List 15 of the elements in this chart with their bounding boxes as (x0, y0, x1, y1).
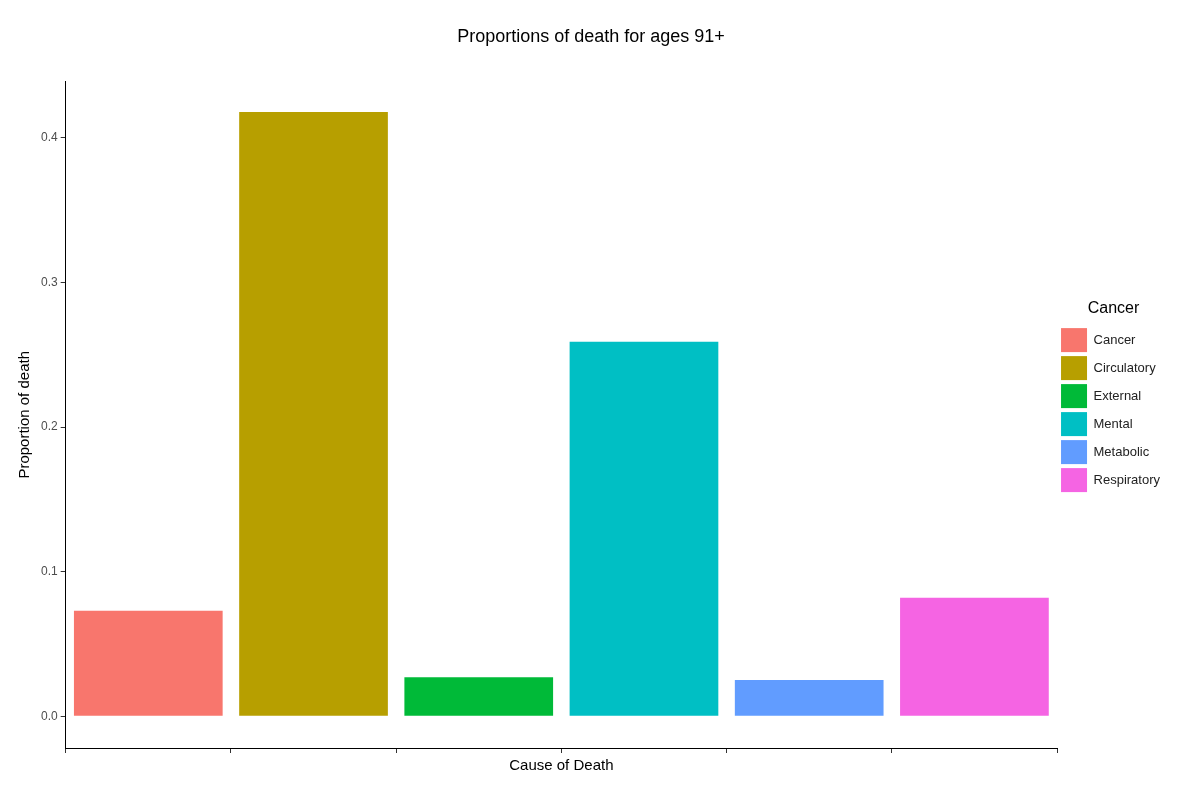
y-axis-title: Proportion of death (15, 351, 33, 479)
legend-label: Cancer (1093, 331, 1137, 347)
x-axis-title: Cause of Death (509, 756, 614, 774)
legend-label: Respiratory (1093, 471, 1161, 487)
y-tick-label: 0.2 (40, 419, 58, 434)
y-tick-label: 0.0 (40, 708, 58, 723)
legend-label: Mental (1093, 415, 1133, 431)
y-tick-label: 0.1 (40, 563, 58, 578)
chart-title: Proportions of death for ages 91+ (457, 25, 725, 46)
legend-label: Metabolic (1093, 443, 1150, 459)
y-tick-label: 0.4 (40, 130, 58, 145)
legend-label: External (1093, 387, 1142, 403)
y-tick-label: 0.3 (40, 274, 58, 289)
legend-label: Circulatory (1093, 359, 1157, 375)
legend-title: Cancer (1087, 299, 1140, 317)
